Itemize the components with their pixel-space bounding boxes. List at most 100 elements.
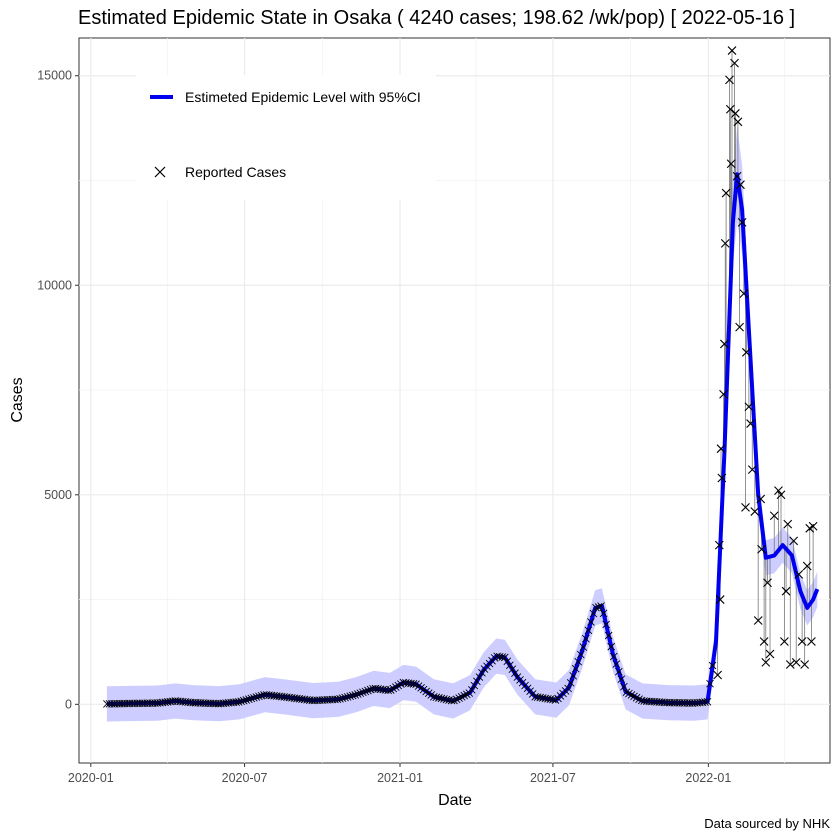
- reported-case-marker: [797, 637, 807, 646]
- reported-case-marker: [442, 695, 451, 704]
- reported-case-marker: [450, 696, 458, 705]
- legend-background: [136, 75, 436, 200]
- reported-case-marker: [587, 618, 595, 626]
- reported-case-marker: [747, 465, 757, 475]
- reported-case-marker: [508, 665, 517, 674]
- reported-case-marker: [714, 540, 724, 550]
- reported-case-marker: [252, 693, 261, 701]
- reported-case-marker: [237, 697, 246, 706]
- reported-case-marker: [346, 692, 354, 701]
- reported-case-marker: [435, 694, 443, 702]
- reported-case-marker: [774, 486, 783, 495]
- x-axis-title: Date: [438, 792, 472, 809]
- y-axis-title: Cases: [9, 377, 26, 422]
- reported-case-marker: [242, 696, 251, 704]
- reported-case-marker: [753, 616, 763, 625]
- reported-case-marker: [794, 570, 804, 579]
- y-tick-label: 15000: [37, 69, 72, 83]
- reported-case-marker: [632, 693, 641, 702]
- reported-case-marker: [467, 685, 476, 694]
- reported-case-marker: [741, 502, 750, 512]
- reported-case-marker: [744, 402, 754, 412]
- reported-case-marker: [343, 693, 352, 701]
- reported-case-marker: [725, 104, 735, 114]
- y-tick-label: 10000: [37, 278, 72, 292]
- reported-case-marker: [589, 609, 598, 618]
- reported-case-marker: [356, 689, 365, 698]
- reported-case-marker: [511, 669, 519, 677]
- reported-case-marker: [359, 688, 367, 697]
- reported-case-marker: [579, 643, 588, 651]
- reported-case-marker: [247, 694, 256, 703]
- reported-case-marker: [234, 698, 243, 706]
- reported-case-marker: [759, 637, 769, 646]
- reported-case-marker: [452, 695, 461, 704]
- reported-case-marker: [736, 180, 745, 190]
- reported-case-marker: [397, 680, 405, 688]
- reported-case-marker: [630, 692, 638, 701]
- reported-case-marker: [703, 697, 712, 706]
- reported-case-marker: [720, 339, 729, 349]
- reported-case-marker: [409, 680, 418, 688]
- x-tick-label: 2020-07: [222, 771, 268, 785]
- reported-case-marker: [622, 688, 631, 697]
- reported-case-marker: [746, 419, 755, 428]
- reported-case-marker: [498, 653, 507, 661]
- reported-case-marker: [564, 684, 572, 693]
- legend: Estimeted Epidemic Level with 95%CI Repo…: [136, 75, 436, 200]
- reported-case-marker: [761, 658, 771, 667]
- reported-case-marker: [708, 661, 717, 670]
- reported-case-marker: [802, 561, 812, 571]
- reported-case-marker: [808, 521, 818, 531]
- reported-case-marker: [763, 578, 772, 588]
- reported-case-marker: [592, 603, 600, 612]
- reported-case-marker: [719, 389, 728, 399]
- reported-case-marker: [455, 694, 463, 702]
- reported-case-marker: [750, 507, 760, 516]
- reported-case-marker: [239, 696, 248, 705]
- reported-case-marker: [364, 686, 372, 695]
- reported-case-marker: [717, 473, 727, 483]
- reported-case-marker: [386, 686, 395, 694]
- reported-case-marker: [473, 677, 481, 686]
- reported-case-marker: [391, 683, 400, 691]
- reported-case-marker: [781, 586, 791, 596]
- reported-case-marker: [437, 694, 446, 703]
- reported-case-marker: [599, 609, 608, 618]
- reported-case-marker: [341, 693, 349, 702]
- reported-case-marker: [726, 159, 736, 169]
- reported-case-marker: [506, 661, 514, 670]
- reported-case-marker: [783, 519, 793, 529]
- reported-case-marker: [460, 691, 469, 700]
- reported-case-marker: [457, 692, 466, 701]
- reported-case-marker: [440, 695, 448, 703]
- x-tick-label: 2022-01: [685, 771, 731, 785]
- reported-case-marker: [733, 117, 743, 127]
- reported-case-marker: [779, 637, 789, 646]
- x-tick-label: 2021-01: [377, 771, 423, 785]
- reported-case-marker: [594, 603, 603, 611]
- reported-case-marker: [432, 693, 441, 702]
- reported-case-marker: [807, 637, 816, 646]
- legend-label-epidemic: Estimeted Epidemic Level with 95%CI: [185, 89, 421, 105]
- reported-case-marker: [739, 289, 749, 299]
- reported-case-marker: [776, 490, 786, 500]
- reported-case-marker: [569, 671, 578, 680]
- reported-case-marker: [351, 691, 360, 699]
- legend-label-reported: Reported Cases: [185, 164, 286, 180]
- reported-cases-points: [713, 46, 818, 680]
- reported-case-marker: [584, 626, 593, 635]
- y-tick-label: 5000: [44, 488, 72, 502]
- reported-case-marker: [725, 75, 734, 85]
- reported-case-marker: [706, 679, 714, 688]
- reported-case-marker: [789, 536, 799, 546]
- reported-case-marker: [503, 657, 512, 666]
- reported-case-marker: [715, 595, 725, 604]
- reported-case-marker: [791, 658, 801, 667]
- reported-case-marker: [571, 664, 580, 673]
- reported-case-marker: [716, 444, 726, 454]
- reported-case-marker: [612, 660, 621, 668]
- reported-case-marker: [635, 695, 643, 703]
- chart-title: Estimated Epidemic State in Osaka ( 4240…: [78, 7, 795, 29]
- reported-case-marker: [244, 695, 253, 704]
